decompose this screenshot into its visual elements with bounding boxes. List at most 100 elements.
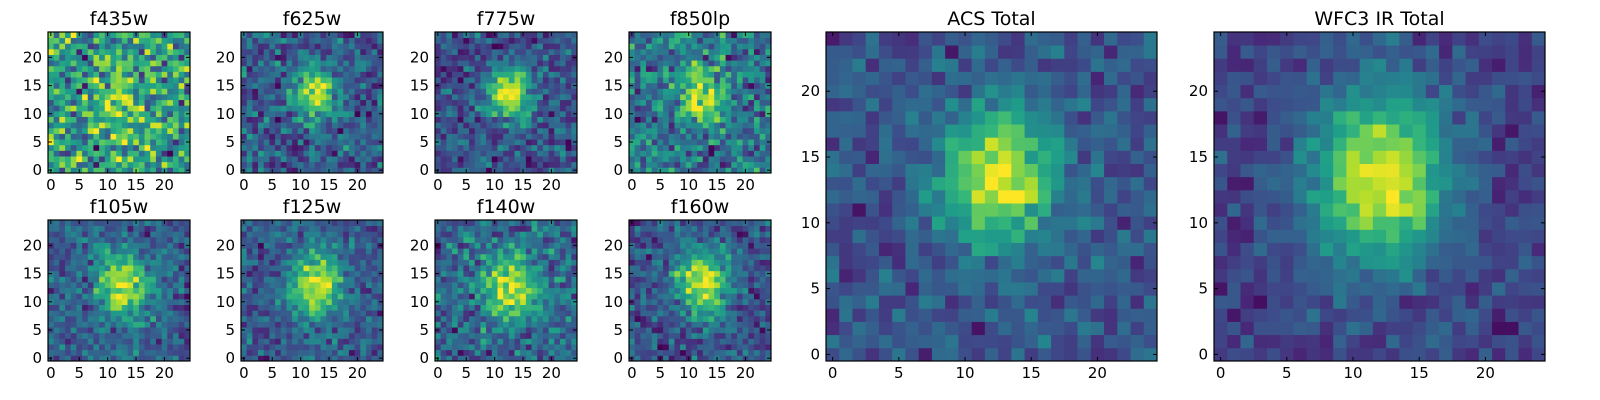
pixel-cell [292, 150, 299, 157]
pixel-cell [542, 150, 549, 157]
pixel-cell [348, 77, 355, 84]
pixel-cell [161, 88, 168, 95]
pixel-cell [303, 110, 310, 117]
pixel-cell [452, 304, 459, 311]
pixel-cell [365, 37, 373, 44]
pixel-cell [491, 293, 498, 300]
pixel-cell [99, 321, 106, 328]
pixel-cell [674, 161, 681, 168]
pixel-cell [348, 355, 355, 362]
pixel-cell [714, 116, 721, 123]
pixel-cell [275, 133, 282, 140]
pixel-cell [59, 88, 66, 95]
pixel-cell [491, 156, 498, 163]
pixel-cell [759, 276, 766, 283]
pixel-cell [167, 110, 174, 117]
pixel-cell [76, 332, 83, 339]
pixel-cell [651, 282, 658, 289]
pixel-cell [691, 110, 698, 117]
pixel-cell [360, 167, 367, 174]
pixel-cell [486, 122, 493, 129]
pixel-cell [320, 231, 327, 238]
pixel-cell [446, 344, 453, 351]
pixel-cell [469, 253, 476, 260]
pixel-cell [263, 144, 270, 151]
pixel-cell [440, 282, 447, 289]
pixel-cell [435, 77, 442, 84]
pixel-cell [571, 293, 578, 300]
pixel-cell [514, 231, 521, 238]
pixel-cell [365, 71, 373, 78]
pixel-cell [53, 253, 60, 260]
pixel-cell [138, 94, 145, 101]
pixel-cell [508, 225, 515, 232]
pixel-cell [246, 287, 253, 294]
pixel-cell [246, 99, 253, 106]
pixel-cell [76, 77, 83, 84]
pixel-cell [525, 327, 532, 334]
pixel-cell [525, 248, 532, 255]
pixel-cell [354, 116, 361, 123]
pixel-cell [765, 88, 772, 95]
pixel-cell [258, 156, 265, 163]
pixel-cell [491, 94, 498, 101]
pixel-cell [371, 105, 378, 112]
pixel-cell [93, 236, 100, 243]
pixel-cell [48, 338, 55, 345]
pixel-cell [691, 139, 698, 146]
pixel-cell [571, 144, 578, 151]
pixel-cell [742, 71, 749, 78]
pixel-cell [491, 225, 498, 232]
pixel-cell [292, 133, 299, 140]
pixel-cell [263, 298, 270, 305]
pixel-cell [537, 105, 544, 112]
pixel-cell [150, 315, 157, 322]
pixel-cell [309, 349, 316, 356]
pixel-cell [640, 167, 647, 174]
pixel-cell [680, 161, 687, 168]
pixel-cell [53, 88, 60, 95]
pixel-cell [87, 231, 94, 238]
pixel-cell [138, 293, 145, 300]
pixel-cell [452, 77, 459, 84]
pixel-cell [314, 349, 321, 356]
pixel-cell [99, 265, 106, 272]
pixel-cell [491, 48, 498, 55]
pixel-cell [371, 156, 378, 163]
pixel-cell [719, 99, 726, 106]
pixel-cell [116, 332, 123, 339]
pixel-cell [144, 225, 151, 232]
pixel-cell [354, 321, 361, 328]
pixel-cell [646, 298, 653, 305]
pixel-cell [314, 220, 321, 227]
pixel-cell [731, 82, 738, 89]
pixel-cell [59, 310, 66, 317]
pixel-cell [651, 60, 658, 67]
pixel-cell [491, 37, 498, 44]
pixel-cell [486, 242, 493, 249]
pixel-cell [76, 105, 83, 112]
pixel-cell [514, 116, 521, 123]
pixel-cell [668, 167, 675, 174]
pixel-cell [765, 338, 772, 345]
pixel-cell [286, 265, 293, 272]
pixel-cell [685, 287, 692, 294]
pixel-cell [457, 82, 464, 89]
pixel-cell [150, 139, 157, 146]
pixel-cell [537, 344, 544, 351]
pixel-cell [491, 60, 498, 67]
pixel-cell [82, 248, 89, 255]
pixel-cell [263, 110, 270, 117]
pixel-cell [765, 344, 772, 351]
pixel-cell [360, 133, 367, 140]
pixel-cell [263, 105, 270, 112]
pixel-cell [155, 265, 162, 272]
pixel-cell [269, 344, 276, 351]
pixel-cell [503, 144, 510, 151]
pixel-cell [685, 150, 692, 157]
pixel-cell [365, 82, 373, 89]
pixel-cell [65, 167, 72, 174]
pixel-cell [99, 65, 106, 72]
